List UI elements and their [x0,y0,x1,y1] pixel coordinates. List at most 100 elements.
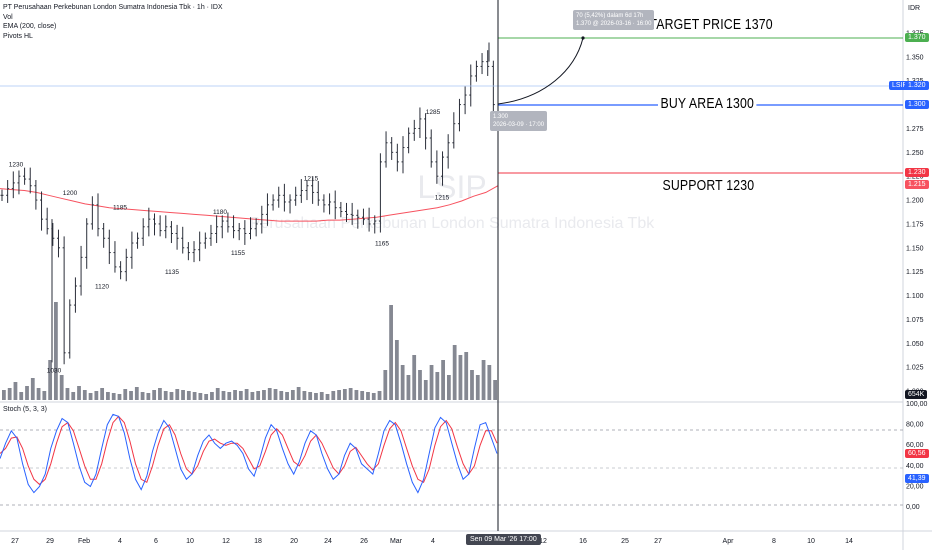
volume-bar [244,389,249,400]
ema-path [0,185,499,222]
cursor-time-label: Sen 09 Mar '26 17:00 [466,534,541,545]
volume-bar [273,389,278,400]
stoch-tick-label: 0,00 [906,504,920,511]
symbol-title[interactable]: PT Perusahaan Perkebunan London Sumatra … [3,4,223,11]
stoch-tick-label: 100,00 [906,401,928,408]
volume-bar [215,388,220,400]
volume-bar [169,392,174,400]
volume-bar [481,360,486,400]
volume-bar [389,305,393,400]
volume-bar [302,391,307,400]
stoch-tick-label: 80,00 [906,422,924,429]
stoch-k-line [0,413,498,494]
pivot-label: 1215 [435,195,450,202]
volume-bar [394,340,399,400]
watermark-name: Perusahaan Perkebunan London Sumatra Ind… [250,215,655,232]
volume-bar [30,378,35,400]
stoch-lines [0,413,498,494]
volume-bar [371,393,376,400]
current-price-tag: 1.320 [905,81,929,90]
pivot-label: 1230 [9,161,24,168]
volume-bar [464,352,469,400]
price-tick-label: 1.175 [906,221,924,228]
target-price-text[interactable]: TARGET PRICE 1370 [647,16,776,33]
volume-bar [406,375,411,400]
time-tick-label: 12 [539,538,547,545]
time-tick-label: 25 [621,538,629,545]
time-tick-label: Feb [78,538,90,545]
volume-bar [458,355,463,400]
ticker-tag: LSIP [889,81,911,90]
volume-bar [210,392,214,400]
buy-area-text[interactable]: BUY AREA 1300 [658,95,757,112]
pivot-label: 1120 [95,283,109,290]
time-tick-label: 12 [222,538,230,545]
currency-label[interactable]: IDR [908,5,921,12]
price-tick-label: 1.050 [906,341,924,348]
volume-bar [88,393,93,400]
pivot-label: 1215 [304,176,319,183]
volume-bar [106,392,110,400]
volume-bar [163,391,168,400]
volume-bar [233,390,237,400]
time-tick-label: 20 [290,538,298,545]
volume-bar [140,392,145,400]
volume-bar [412,355,417,400]
volume-bar [475,375,480,400]
watermark-ticker: LSIP [417,169,486,205]
volume-bar [175,389,180,400]
price-tick-label: 1.350 [906,54,924,61]
time-tick-label: 16 [579,538,587,545]
ema-price-tag: 1.215 [905,180,929,189]
volume-bar [360,391,365,400]
volume-bar [65,388,70,400]
time-tick-label: 27 [11,538,19,545]
volume-bar [487,365,492,400]
volume-bar [19,392,24,400]
time-tick-label: 24 [324,538,332,545]
projection-endpoint[interactable] [581,36,585,40]
volume-bar [42,391,47,400]
pivot-label: 1155 [231,250,245,257]
volume-bar [71,392,76,400]
measure-tooltip: 70 (5,42%) dalam 6d 17h 1.370 @ 2026-03-… [573,10,655,30]
volume-bar [59,375,64,400]
projection-curve[interactable] [497,37,584,105]
support-text[interactable]: SUPPORT 1230 [660,177,757,194]
volume-bar [435,372,440,400]
volume-bars [2,302,497,400]
stoch-tick-label: 20,00 [906,483,924,490]
ema-indicator-label[interactable]: EMA (200, close) [3,23,57,30]
volume-bar [146,393,151,400]
volume-bar [418,370,422,400]
volume-bar [348,388,353,400]
stoch-d-tag: 41,39 [905,474,929,483]
volume-bar [111,393,116,400]
chart-legend[interactable]: PT Perusahaan Perkebunan London Sumatra … [3,3,223,41]
volume-bar [423,380,428,400]
time-tick-label: 4 [118,538,122,545]
volume-bar [36,388,41,400]
price-tick-label: 1.200 [906,198,924,205]
volume-bar [290,390,295,400]
price-bars [0,42,495,365]
vol-indicator-label[interactable]: Vol [3,13,13,21]
time-tick-label: 18 [254,538,262,545]
volume-bar [25,386,29,400]
stoch-indicator-label[interactable]: Stoch (5, 3, 3) [3,406,47,413]
volume-bar [296,387,301,400]
pivot-label: 1135 [165,269,179,276]
volume-bar [319,392,324,400]
volume-bar [331,391,336,400]
volume-bar [48,360,53,400]
pivot-label: 1185 [113,204,127,211]
volume-tag: 654K [905,390,928,399]
time-tick-label: Mar [390,538,403,545]
volume-bar [117,394,122,400]
measure-tooltip-line1: 70 (5,42%) dalam 6d 17h [576,13,644,19]
anchor-tooltip-line1: 1.300 [493,114,509,120]
volume-bar [134,387,139,400]
pivots-indicator-label[interactable]: Pivots HL [3,32,33,40]
volume-bar [250,392,255,400]
